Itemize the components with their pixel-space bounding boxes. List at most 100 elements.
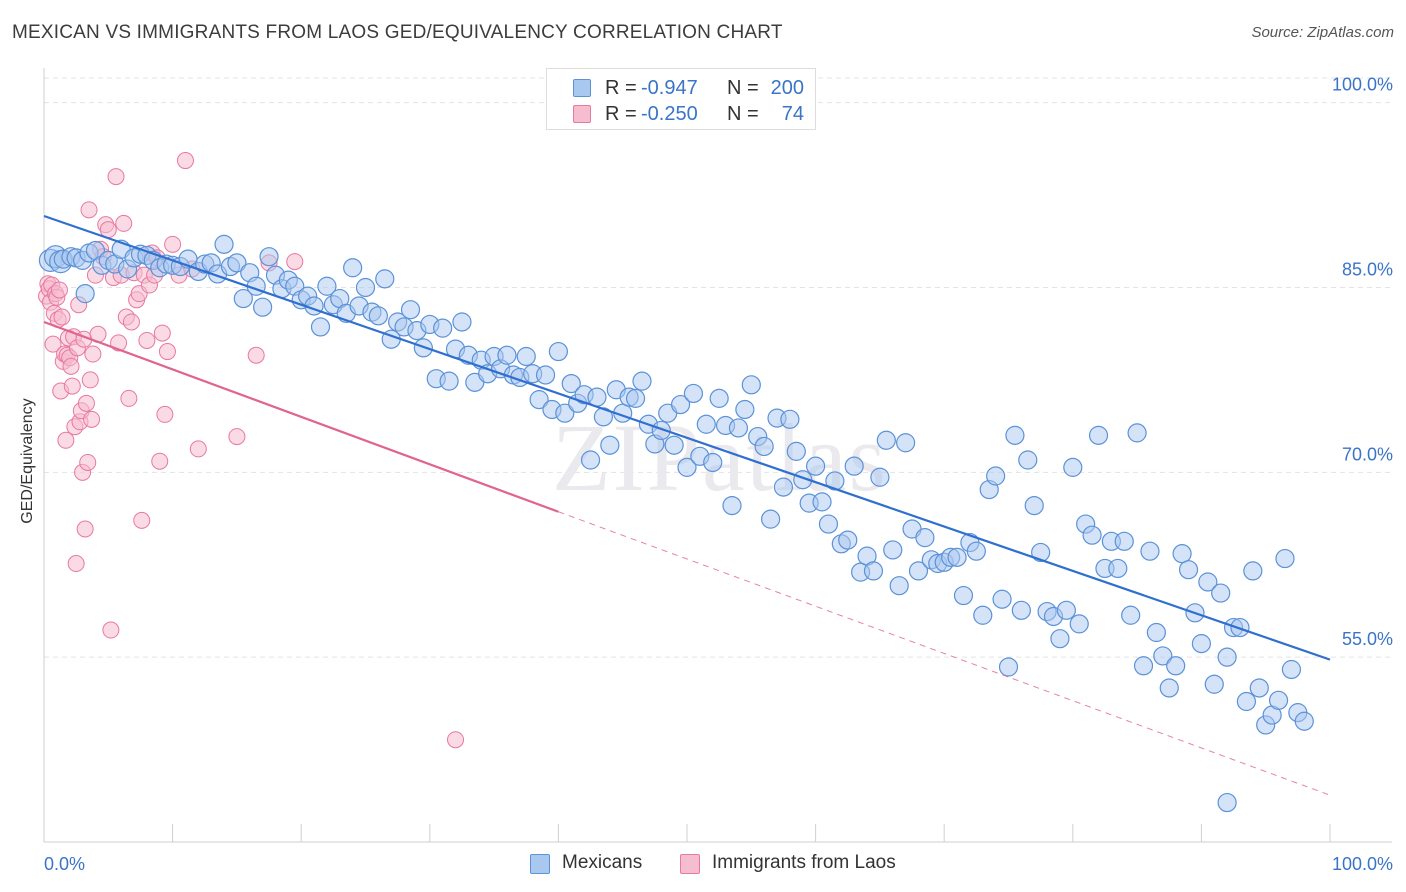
mexicans-point <box>735 399 755 420</box>
mexicans-point <box>1031 542 1051 563</box>
mexicans-point <box>1204 674 1224 694</box>
mexicans-point <box>548 341 569 362</box>
laos-point <box>44 335 62 353</box>
mexicans-point <box>651 420 671 441</box>
mexicans-point <box>233 288 253 309</box>
mexicans-point <box>214 234 234 254</box>
n-value: 74 <box>781 103 804 125</box>
mexicans-point <box>863 561 884 581</box>
mexicans-point <box>786 441 806 461</box>
laos-point <box>77 394 95 412</box>
mexicans-point <box>1236 691 1257 712</box>
laos-point <box>164 235 182 253</box>
mexicans-point <box>1121 605 1141 625</box>
mexicans-point <box>696 414 716 434</box>
mexicans-point <box>1294 711 1314 731</box>
mexicans-point <box>253 297 273 317</box>
mexicans-point <box>625 388 646 408</box>
laos-point <box>102 621 120 639</box>
series-laos-points <box>38 152 465 749</box>
mexicans-point <box>741 375 761 395</box>
laos-point <box>80 201 98 219</box>
y-tick-label: 100.0% <box>1332 75 1393 95</box>
r-label: R = <box>605 77 637 99</box>
mexicans-point <box>844 456 864 476</box>
mexicans-point <box>1082 525 1102 545</box>
mexicans-point <box>433 318 453 338</box>
mexicans-point <box>1211 583 1231 603</box>
mexicans-point <box>259 247 279 267</box>
legend-row-mexicans: R = -0.947 N = 200 <box>547 75 815 101</box>
mexicans-point <box>703 452 723 473</box>
mexicans-point <box>838 530 858 550</box>
mexicans-point <box>1153 646 1173 666</box>
laos-point <box>151 452 169 470</box>
mexicans-point <box>1166 656 1186 676</box>
mexicans-point <box>529 390 549 410</box>
mexicans-point <box>1249 678 1269 698</box>
mexicans-point <box>947 547 967 567</box>
laos-swatch <box>573 105 591 123</box>
mexicans-point <box>812 492 832 512</box>
mexicans-point <box>75 284 95 304</box>
mexicans-point <box>1146 622 1166 643</box>
mexicans-point <box>1217 792 1237 813</box>
mexicans-point <box>1056 600 1076 620</box>
laos-point <box>84 345 102 363</box>
mexicans-point <box>722 495 742 516</box>
mexicans-point <box>1063 457 1083 477</box>
mexicans-point <box>1018 450 1038 470</box>
mexicans-point <box>1005 425 1025 445</box>
legend-label: Mexicans <box>562 852 643 873</box>
mexicans-swatch <box>573 79 591 97</box>
mexicans-point <box>600 435 620 455</box>
mexicans-point <box>870 467 890 487</box>
mexicans-point <box>368 306 388 326</box>
mexicans-point <box>1024 495 1044 516</box>
mexicans-point <box>889 576 909 596</box>
mexicans-point <box>953 585 974 606</box>
laos-point <box>63 377 81 395</box>
mexicans-point <box>1088 425 1109 445</box>
mexicans-point <box>1275 548 1295 569</box>
legend-row-laos: R = -0.250 N = 74 <box>547 101 815 127</box>
mexicans-point <box>1268 690 1289 710</box>
laos-point <box>81 371 99 389</box>
mexicans-point <box>1172 544 1192 564</box>
mexicans-point <box>310 317 331 337</box>
y-tick-label: 85.0% <box>1342 259 1393 279</box>
mexicans-point <box>896 433 916 453</box>
laos-point <box>189 440 207 458</box>
laos-point <box>122 313 140 331</box>
mexicans-point <box>227 253 247 273</box>
axes <box>43 68 1392 843</box>
mexicans-point <box>1108 558 1128 579</box>
mexicans-point <box>1243 561 1263 581</box>
laos-point <box>158 343 176 361</box>
laos-point <box>53 308 71 326</box>
mexicans-point <box>1191 634 1212 654</box>
laos-point <box>156 405 174 423</box>
y-tick-label: 70.0% <box>1342 444 1393 464</box>
n-label: N = <box>727 77 759 99</box>
n-label: N = <box>727 103 759 125</box>
mexicans-point <box>754 436 774 457</box>
mexicans-point <box>1198 572 1218 592</box>
x-tick-label: 0.0% <box>44 854 85 874</box>
trend-lines <box>43 214 1331 796</box>
laos-point <box>138 331 156 349</box>
series-mexicans-points <box>38 234 1314 813</box>
mexicans-point <box>973 605 993 625</box>
mexicans-point <box>555 403 575 423</box>
mexicans-point <box>632 371 652 391</box>
r-value: -0.250 <box>641 103 698 125</box>
mexicans-point <box>343 258 363 278</box>
laos-point <box>62 357 80 375</box>
mexicans-point <box>670 394 691 415</box>
r-label: R = <box>605 103 637 125</box>
laos-point <box>76 520 94 538</box>
mexicans-point <box>876 430 896 450</box>
laos-trend-line <box>43 320 559 513</box>
source-label: Source: ZipAtlas.com <box>1251 24 1394 41</box>
y-tick-label: 55.0% <box>1342 629 1393 649</box>
